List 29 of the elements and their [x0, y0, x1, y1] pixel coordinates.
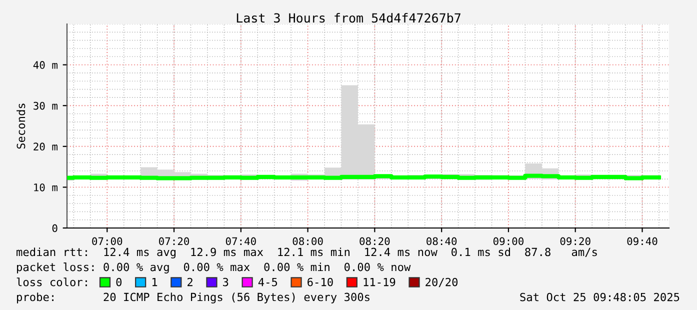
text: median rtt: 12.4 ms avg 12.9 ms max 12.1 ms min 12.4 ms now 0.1 ms sd 87.8 am/s: [16, 248, 597, 258]
text: Sat Oct 25 09:48:05 2025: [520, 292, 680, 302]
x-tick-label: 08:40: [426, 237, 457, 246]
y-tick-label: 40 m: [33, 61, 58, 69]
legend-label: 1: [152, 278, 158, 286]
x-tick-label: 09:20: [560, 237, 590, 246]
chart-title: Last 3 Hours from 54d4f47267b7: [236, 12, 460, 23]
legend-title: loss color:: [16, 278, 87, 286]
y-axis-title: Seconds: [16, 104, 26, 149]
legend-label: 11-19: [364, 278, 396, 286]
x-tick-label: 07:00: [92, 237, 122, 246]
x-tick-label: 09:00: [493, 237, 524, 246]
y-tick-label: 10 m: [34, 183, 58, 192]
x-tick-label: 08:20: [360, 237, 390, 246]
text: probe: 20 ICMP Echo Pings (56 Bytes) every 300s: [17, 292, 370, 304]
legend-label: 2: [188, 278, 192, 286]
y-tick-label: 0: [52, 224, 58, 232]
legend-label: 0: [116, 278, 122, 286]
text: packet loss: 0.00 % avg 0.00 % max 0.00 % min 0.00 % now: [17, 262, 411, 274]
x-tick-label: 08:00: [292, 237, 323, 246]
y-tick-label: 30 m: [34, 102, 58, 110]
y-tick-label: 20 m: [34, 142, 58, 151]
legend-label: 3: [223, 278, 228, 286]
x-tick-label: 09:40: [627, 237, 658, 246]
legend-label: 6-10: [308, 278, 333, 286]
legend-label: 20/20: [426, 278, 458, 288]
x-tick-label: 07:20: [159, 237, 190, 246]
legend-label: 4-5: [258, 278, 278, 286]
x-tick-label: 07:40: [226, 237, 256, 246]
